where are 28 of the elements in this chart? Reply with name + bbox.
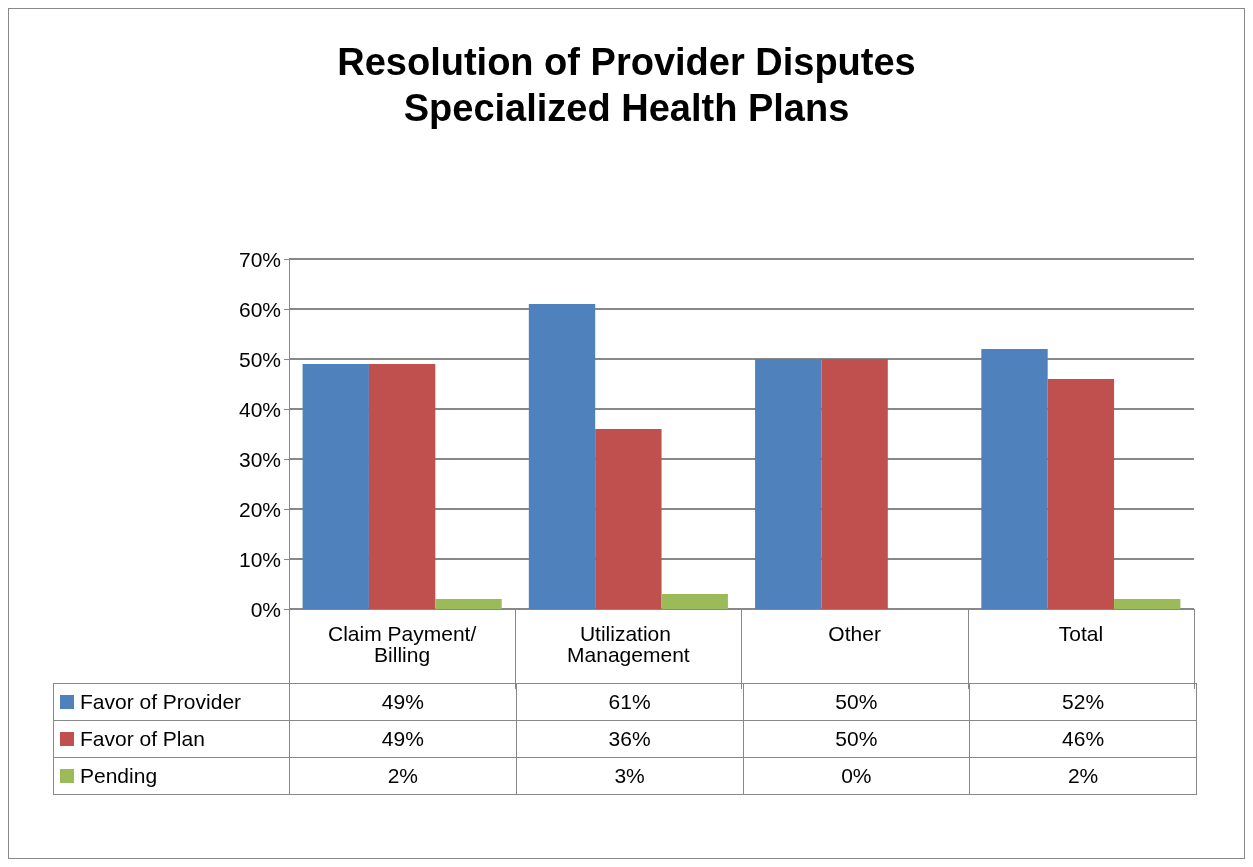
data-label: 50% bbox=[743, 683, 970, 721]
legend-label: Favor of Plan bbox=[53, 720, 290, 758]
x-tick-label: Utilization Management bbox=[567, 622, 690, 666]
chart-title: Resolution of Provider Disputes Specialized Health Plans bbox=[337, 41, 916, 129]
x-tick-label: Other bbox=[828, 622, 881, 645]
data-label: 49% bbox=[289, 683, 517, 721]
data-label: 36% bbox=[516, 720, 743, 758]
y-tick-label: 20% bbox=[238, 497, 281, 521]
data-label: 2% bbox=[969, 757, 1197, 795]
y-tick-label: 10% bbox=[238, 547, 281, 571]
y-tick-label: 0% bbox=[250, 597, 281, 621]
data-label: 50% bbox=[743, 720, 970, 758]
x-tick-label: Claim Payment/Billing bbox=[328, 622, 477, 666]
y-tick-label: 40% bbox=[238, 397, 281, 421]
data-label: 3% bbox=[516, 757, 743, 795]
legend-label: Favor of Provider bbox=[53, 683, 290, 721]
data-label: 52% bbox=[969, 683, 1197, 721]
y-tick-label: 60% bbox=[238, 297, 281, 321]
data-label: 61% bbox=[516, 683, 743, 721]
legend-label: Pending bbox=[53, 757, 290, 795]
y-tick-label: 50% bbox=[238, 347, 281, 371]
data-label: 0% bbox=[743, 757, 970, 795]
y-tick-label: 70% bbox=[238, 247, 281, 271]
x-tick-label: Total bbox=[1058, 622, 1104, 645]
data-label: 46% bbox=[969, 720, 1197, 758]
data-label: 49% bbox=[289, 720, 517, 758]
y-tick-label: 30% bbox=[238, 447, 281, 471]
data-label: 2% bbox=[289, 757, 517, 795]
